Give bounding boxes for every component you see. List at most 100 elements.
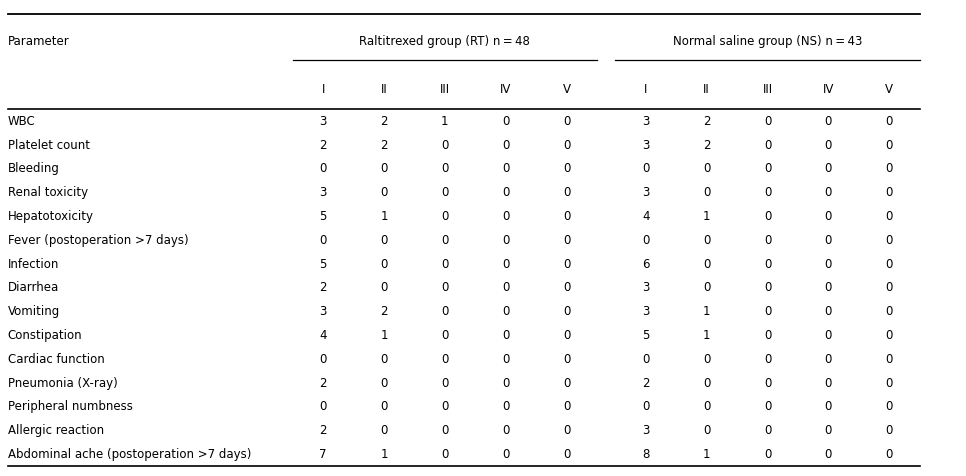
Text: 0: 0 [886,305,893,318]
Text: 0: 0 [703,258,710,271]
Text: 0: 0 [320,234,327,247]
Text: 0: 0 [441,210,448,223]
Text: Infection: Infection [8,258,59,271]
Text: 3: 3 [642,139,649,152]
Text: 0: 0 [502,281,509,295]
Text: 1: 1 [381,329,387,342]
Text: Raltitrexed group (RT) n = 48: Raltitrexed group (RT) n = 48 [359,35,530,48]
Text: 1: 1 [441,115,448,128]
Text: 3: 3 [642,305,649,318]
Text: I: I [322,83,325,96]
Text: 0: 0 [764,377,771,390]
Text: 3: 3 [320,115,327,128]
Text: 0: 0 [886,258,893,271]
Text: 0: 0 [563,139,570,152]
Text: 0: 0 [703,186,710,199]
Text: 0: 0 [886,234,893,247]
Text: Constipation: Constipation [8,329,82,342]
Text: 0: 0 [563,281,570,295]
Text: 0: 0 [441,234,448,247]
Text: 4: 4 [642,210,649,223]
Text: 0: 0 [563,305,570,318]
Text: 0: 0 [563,400,570,414]
Text: 0: 0 [764,210,771,223]
Text: 0: 0 [563,353,570,366]
Text: 0: 0 [703,400,710,414]
Text: 2: 2 [381,139,387,152]
Text: 0: 0 [563,186,570,199]
Text: 0: 0 [825,424,832,437]
Text: 0: 0 [764,305,771,318]
Text: 0: 0 [703,281,710,295]
Text: 1: 1 [703,329,710,342]
Text: 0: 0 [441,424,448,437]
Text: 1: 1 [703,448,710,461]
Text: 0: 0 [441,329,448,342]
Text: 0: 0 [441,139,448,152]
Text: 5: 5 [320,210,327,223]
Text: 0: 0 [502,400,509,414]
Text: 0: 0 [381,377,387,390]
Text: 0: 0 [441,186,448,199]
Text: 0: 0 [764,162,771,176]
Text: 0: 0 [563,115,570,128]
Text: Vomiting: Vomiting [8,305,60,318]
Text: 0: 0 [502,234,509,247]
Text: 0: 0 [764,281,771,295]
Text: Abdominal ache (postoperation >7 days): Abdominal ache (postoperation >7 days) [8,448,251,461]
Text: 0: 0 [825,400,832,414]
Text: 0: 0 [642,353,649,366]
Text: Diarrhea: Diarrhea [8,281,59,295]
Text: 0: 0 [825,258,832,271]
Text: 0: 0 [441,258,448,271]
Text: 0: 0 [320,400,327,414]
Text: 0: 0 [320,162,327,176]
Text: 2: 2 [320,424,327,437]
Text: 0: 0 [381,258,387,271]
Text: 0: 0 [441,448,448,461]
Text: 0: 0 [502,162,509,176]
Text: 0: 0 [320,353,327,366]
Text: 2: 2 [381,115,387,128]
Text: 0: 0 [764,448,771,461]
Text: 0: 0 [642,162,649,176]
Text: 0: 0 [441,281,448,295]
Text: 0: 0 [886,329,893,342]
Text: 2: 2 [320,377,327,390]
Text: 0: 0 [642,400,649,414]
Text: 0: 0 [886,281,893,295]
Text: 6: 6 [642,258,649,271]
Text: 0: 0 [886,353,893,366]
Text: 3: 3 [642,115,649,128]
Text: 0: 0 [886,448,893,461]
Text: 0: 0 [764,329,771,342]
Text: 0: 0 [502,258,509,271]
Text: 0: 0 [886,377,893,390]
Text: 0: 0 [502,329,509,342]
Text: 0: 0 [703,377,710,390]
Text: 0: 0 [825,162,832,176]
Text: 2: 2 [703,139,710,152]
Text: 0: 0 [764,353,771,366]
Text: 0: 0 [764,258,771,271]
Text: 0: 0 [642,234,649,247]
Text: 1: 1 [381,448,387,461]
Text: 1: 1 [703,305,710,318]
Text: 0: 0 [825,353,832,366]
Text: Fever (postoperation >7 days): Fever (postoperation >7 days) [8,234,188,247]
Text: Hepatotoxicity: Hepatotoxicity [8,210,94,223]
Text: 0: 0 [886,162,893,176]
Text: 2: 2 [320,281,327,295]
Text: 0: 0 [502,377,509,390]
Text: Cardiac function: Cardiac function [8,353,104,366]
Text: 0: 0 [381,424,387,437]
Text: 0: 0 [886,186,893,199]
Text: 0: 0 [886,115,893,128]
Text: Parameter: Parameter [8,35,70,48]
Text: 0: 0 [764,424,771,437]
Text: 1: 1 [703,210,710,223]
Text: 0: 0 [441,162,448,176]
Text: 2: 2 [381,305,387,318]
Text: 0: 0 [563,329,570,342]
Text: 0: 0 [441,305,448,318]
